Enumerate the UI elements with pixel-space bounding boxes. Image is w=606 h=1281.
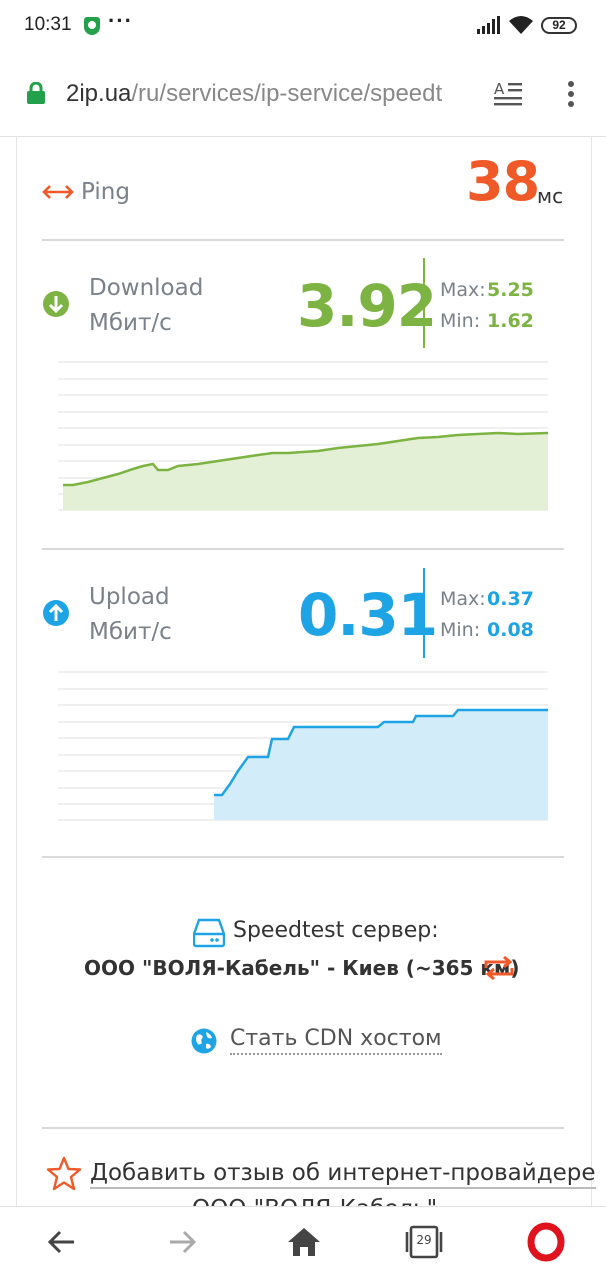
speedtest-server-title: Speedtest сервер: — [233, 918, 439, 943]
svg-text:A: A — [494, 80, 505, 98]
download-min-label: Min: — [440, 310, 481, 332]
upload-speed-graph — [58, 671, 548, 821]
status-time: 10:31 — [24, 14, 72, 35]
vpn-shield-icon — [84, 17, 100, 35]
wifi-icon — [509, 16, 533, 34]
ping-unit: мс — [537, 184, 564, 208]
download-divider — [423, 258, 425, 348]
upload-arrow-icon — [43, 600, 69, 626]
add-provider-review-link[interactable]: Добавить отзыв об интернет-провайдере — [90, 1160, 596, 1189]
download-unit: Мбит/с — [89, 310, 172, 336]
url-field[interactable]: 2ip.ua/ru/services/ip-service/speedt — [66, 80, 470, 108]
url-path: /ru/services/ip-service/speedt — [131, 80, 443, 107]
download-min-value: 1.62 — [487, 310, 534, 332]
tabs-count: 29 — [416, 1233, 432, 1247]
lock-icon — [27, 82, 45, 104]
change-server-icon[interactable] — [482, 956, 516, 980]
globe-icon — [191, 1028, 217, 1054]
speedtest-server-name: ООО "ВОЛЯ-Кабель" - Киев (~365 км) — [84, 956, 520, 980]
upload-value: 0.31 — [298, 581, 438, 649]
become-cdn-host-link[interactable]: Стать CDN хостом — [230, 1026, 442, 1055]
browser-address-bar[interactable] — [0, 52, 606, 137]
upload-min-label: Min: — [440, 619, 481, 641]
star-icon — [46, 1156, 82, 1191]
download-value: 3.92 — [297, 272, 437, 340]
upload-max-value: 0.37 — [487, 588, 534, 610]
reader-mode-icon[interactable]: A — [494, 80, 522, 106]
upload-label: Upload — [89, 584, 170, 610]
upload-divider — [423, 568, 425, 658]
forward-arrow-icon[interactable] — [162, 1222, 202, 1262]
back-arrow-icon[interactable] — [42, 1222, 82, 1262]
divider — [42, 856, 564, 858]
upload-unit: Мбит/с — [89, 619, 172, 645]
review-provider-name: ООО "ВОЛЯ-Кабель" — [192, 1196, 437, 1206]
download-arrow-icon — [43, 291, 69, 317]
server-drive-icon — [193, 918, 225, 948]
battery-icon: 92 — [541, 17, 577, 34]
tabs-button[interactable]: 29 — [405, 1224, 443, 1260]
ping-value: 38 — [466, 150, 540, 213]
upload-min-value: 0.08 — [487, 619, 534, 641]
download-max-value: 5.25 — [487, 279, 534, 301]
upload-max-label: Max: — [440, 588, 486, 610]
download-max-label: Max: — [440, 279, 486, 301]
home-icon[interactable] — [284, 1222, 324, 1262]
kebab-menu-icon[interactable] — [566, 80, 576, 108]
download-label: Download — [89, 275, 204, 301]
download-speed-graph — [58, 361, 548, 511]
divider — [42, 1127, 564, 1129]
opera-menu-icon[interactable] — [526, 1222, 566, 1262]
cell-signal-icon — [477, 16, 500, 34]
url-host: 2ip.ua — [66, 80, 132, 107]
tabs-icon — [405, 1225, 443, 1259]
status-bar — [0, 0, 606, 52]
ping-arrows-icon — [42, 185, 74, 199]
divider — [42, 239, 564, 241]
more-notifications-icon: ··· — [108, 8, 133, 33]
ping-label: Ping — [81, 179, 130, 205]
divider — [42, 548, 564, 550]
